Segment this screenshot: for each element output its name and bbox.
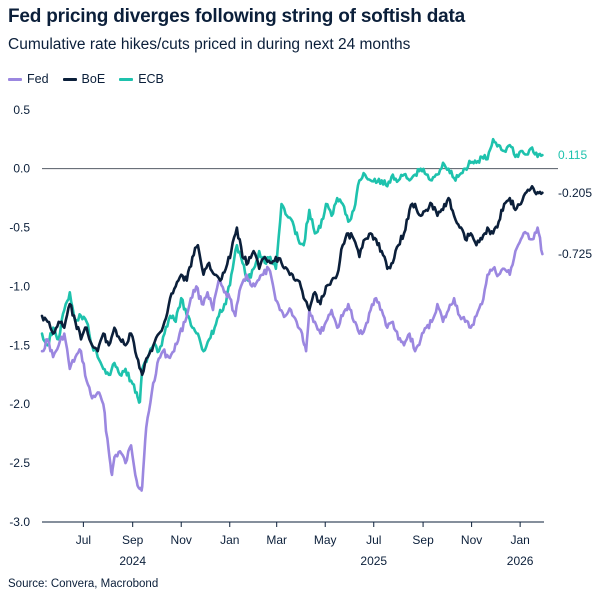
y-tick-label: -1.0 <box>9 279 30 293</box>
x-tick-label: Nov <box>461 533 482 547</box>
x-year-label: 2024 <box>119 554 146 568</box>
end-label-ecb: 0.115 <box>558 148 587 162</box>
y-tick-label: -1.5 <box>9 338 30 352</box>
legend-item-boe: BoE <box>62 72 106 86</box>
x-tick-label: Mar <box>266 533 287 547</box>
legend-label-boe: BoE <box>81 72 106 86</box>
chart-title: Fed pricing diverges following string of… <box>8 6 466 27</box>
y-tick-label: -2.0 <box>9 397 30 411</box>
chart-subtitle: Cumulative rate hikes/cuts priced in dur… <box>8 36 411 53</box>
legend-item-ecb: ECB <box>119 72 164 86</box>
legend-label-ecb: ECB <box>138 72 164 86</box>
x-tick-label: Jan <box>510 533 529 547</box>
y-tick-label: -0.5 <box>9 221 30 235</box>
y-tick-label: 0.5 <box>13 103 30 117</box>
x-year-label: 2025 <box>360 554 387 568</box>
x-tick-label: Sep <box>412 533 434 547</box>
x-tick-label: Jul <box>366 533 381 547</box>
series-layer <box>40 137 544 492</box>
x-tick-label: May <box>314 533 337 547</box>
source-note: Source: Convera, Macrobond <box>8 578 159 590</box>
x-tick-label: Jul <box>76 533 91 547</box>
series-line-ecb <box>40 137 544 404</box>
x-axis: Jul Sep Nov Jan Mar May Jul Sep Nov Jan 2024 2025 20… <box>42 521 544 568</box>
x-year-label: 2026 <box>507 554 534 568</box>
x-tick-label: Jan <box>220 533 239 547</box>
y-tick-label: -3.0 <box>9 515 30 529</box>
legend-label-fed: Fed <box>27 72 49 86</box>
series-line-fed <box>40 226 544 492</box>
y-tick-label: 0.0 <box>13 162 30 176</box>
series-line-boe <box>40 185 544 377</box>
x-tick-label: Nov <box>171 533 192 547</box>
legend-item-fed: Fed <box>8 72 49 86</box>
end-label-fed: -0.725 <box>558 247 592 261</box>
end-labels: 0.115 -0.725 -0.205 <box>558 148 592 261</box>
legend-swatch-fed <box>8 77 22 81</box>
legend-swatch-ecb <box>119 77 134 81</box>
y-axis: 0.5 0.0 -0.5 -1.0 -1.5 -2.0 -2.5 -3.0 <box>9 103 558 529</box>
legend: Fed BoE ECB <box>8 72 164 86</box>
legend-swatch-boe <box>62 77 77 81</box>
end-label-boe: -0.205 <box>558 186 592 200</box>
y-tick-label: -2.5 <box>9 456 30 470</box>
x-tick-label: Sep <box>122 533 144 547</box>
